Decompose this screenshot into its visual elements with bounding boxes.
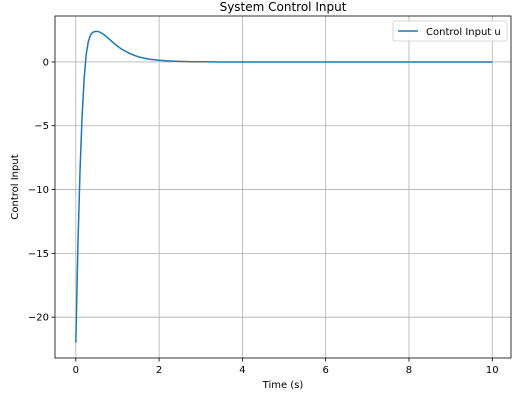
y-tick-label: 0 [43, 57, 49, 68]
x-tick-label: 0 [73, 365, 79, 376]
plot-frame [54, 15, 512, 359]
x-tick-label: 6 [322, 365, 328, 376]
x-axis-label: Time (s) [262, 380, 304, 391]
y-axis-ticks: 0 −5 −10 −15 −20 [28, 57, 55, 324]
y-axis-label: Control Input [10, 154, 21, 219]
x-axis-ticks: 0 2 4 6 8 10 [73, 358, 499, 376]
y-tick-label: −10 [28, 185, 49, 196]
x-tick-label: 8 [406, 365, 412, 376]
x-tick-label: 4 [239, 365, 245, 376]
y-tick-label: −15 [28, 249, 49, 260]
series-line-control-input-u [75, 30, 493, 343]
grid [55, 16, 511, 358]
chart-title: System Control Input [220, 0, 347, 14]
legend-label: Control Input u [426, 27, 501, 38]
y-tick-label: −5 [34, 121, 49, 132]
y-tick-label: −20 [28, 313, 49, 324]
legend-box [392, 20, 508, 42]
series-layer [75, 30, 493, 343]
legend: Control Input u [392, 20, 508, 42]
x-tick-label: 2 [156, 365, 162, 376]
x-tick-label: 10 [486, 365, 499, 376]
